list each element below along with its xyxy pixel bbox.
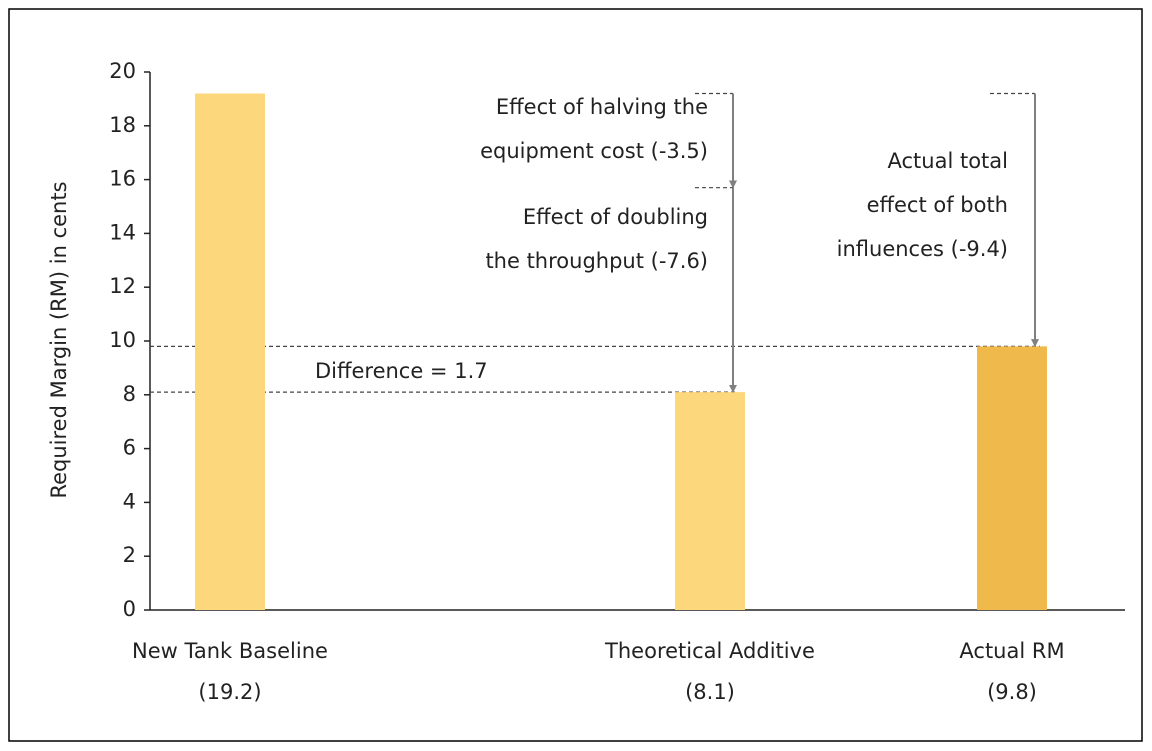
y-tick-label: 12 bbox=[109, 274, 136, 298]
bar bbox=[195, 93, 265, 610]
y-tick-label: 14 bbox=[109, 220, 136, 244]
annotation: equipment cost (-3.5) bbox=[480, 139, 708, 163]
annotation: Difference = 1.7 bbox=[315, 359, 488, 383]
value-label: (19.2) bbox=[198, 680, 261, 704]
bar bbox=[977, 346, 1047, 610]
annotation: the throughput (-7.6) bbox=[485, 249, 708, 273]
y-tick-label: 4 bbox=[123, 489, 136, 513]
x-tick-label: Actual RM bbox=[959, 639, 1064, 663]
y-tick-label: 2 bbox=[123, 543, 136, 567]
y-tick-label: 10 bbox=[109, 328, 136, 352]
y-tick-label: 8 bbox=[123, 382, 136, 406]
annotation: effect of both bbox=[867, 193, 1008, 217]
y-tick-label: 6 bbox=[123, 436, 136, 460]
bar bbox=[675, 392, 745, 610]
value-label: (9.8) bbox=[987, 680, 1037, 704]
frame bbox=[8, 8, 1143, 742]
annotation: Actual total bbox=[888, 149, 1008, 173]
annotation: Effect of halving the bbox=[496, 95, 708, 119]
annotation: Effect of doubling bbox=[523, 205, 708, 229]
value-label: (8.1) bbox=[685, 680, 735, 704]
y-tick-label: 0 bbox=[123, 597, 136, 621]
y-axis-label: Required Margin (RM) in cents bbox=[47, 181, 71, 498]
y-tick-label: 16 bbox=[109, 167, 136, 191]
y-tick-label: 18 bbox=[109, 113, 136, 137]
x-tick-label: Theoretical Additive bbox=[604, 639, 815, 663]
x-tick-label: New Tank Baseline bbox=[132, 639, 328, 663]
annotation: influences (-9.4) bbox=[837, 237, 1008, 261]
y-tick-label: 20 bbox=[109, 59, 136, 83]
